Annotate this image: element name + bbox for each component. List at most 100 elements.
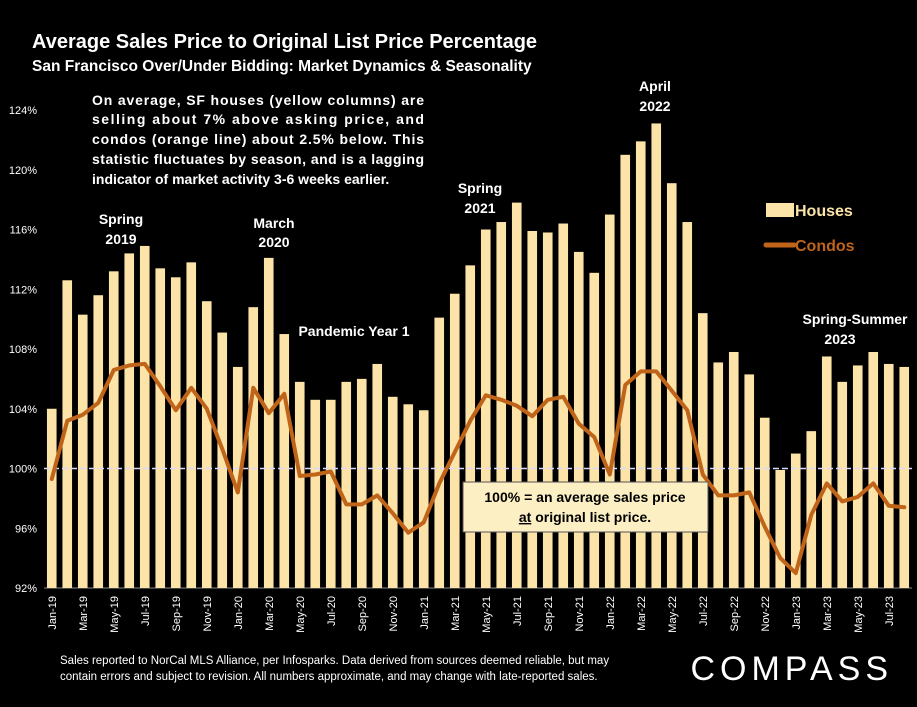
x-tick-label: Mar-23: [822, 596, 834, 631]
x-tick-label: Nov-20: [388, 596, 400, 631]
houses-bar: [759, 417, 770, 588]
houses-bar: [806, 431, 817, 588]
x-tick-label: Nov-21: [574, 596, 586, 631]
annotation-spring-2021: 2021: [464, 200, 495, 216]
houses-bar: [356, 378, 367, 588]
houses-bar: [170, 277, 181, 588]
houses-bar: [480, 229, 491, 588]
houses-bar: [418, 410, 429, 588]
houses-bar: [697, 313, 708, 588]
annotation-april-2022: April: [639, 78, 671, 94]
x-tick-label: Sep-20: [357, 596, 369, 631]
annotation-pandemic-year-1: Pandemic Year 1: [298, 323, 409, 339]
houses-bar: [775, 469, 786, 588]
x-tick-label: Mar-20: [264, 596, 276, 631]
note-line: indicator of market activity 3-6 weeks e…: [92, 171, 389, 187]
annotation-spring-2021: Spring: [458, 180, 502, 196]
annotation-march-2020: 2020: [258, 234, 289, 250]
y-tick-label: 100%: [9, 464, 37, 476]
houses-bar: [108, 271, 119, 588]
houses-bar: [403, 404, 414, 588]
x-tick-label: Sep-19: [171, 596, 183, 631]
houses-bar: [372, 363, 383, 588]
houses-bar: [155, 268, 166, 588]
annotation-spring-summer-2023: 2023: [824, 331, 855, 347]
annotations: Spring 2019 March 2020 Pandemic Year 1 S…: [99, 78, 908, 347]
chart-subtitle: San Francisco Over/Under Bidding: Market…: [32, 58, 532, 75]
houses-bar: [744, 374, 755, 588]
houses-bar: [620, 154, 631, 588]
callout-box: 100% = an average sales price at origina…: [462, 481, 709, 533]
x-tick-label: May-19: [109, 596, 121, 633]
footer-line: Sales reported to NorCal MLS Alliance, p…: [60, 655, 609, 667]
x-tick-label: May-20: [295, 596, 307, 633]
legend-houses-label: Houses: [795, 203, 853, 220]
note-line: selling about 7% above asking price, and: [92, 111, 424, 127]
houses-bar: [232, 366, 243, 588]
houses-bar: [310, 399, 321, 588]
chart-title: Average Sales Price to Original List Pri…: [32, 31, 537, 53]
houses-bar: [883, 363, 894, 588]
legend: Houses Condos: [763, 203, 855, 255]
houses-bar: [651, 123, 662, 588]
houses-bar: [93, 295, 104, 588]
x-tick-label: May-22: [667, 596, 679, 633]
callout-line-2: at original list price.: [519, 509, 651, 525]
houses-bar: [325, 399, 336, 588]
houses-bar: [263, 257, 274, 588]
houses-bar: [449, 293, 460, 588]
y-tick-label: 112%: [10, 284, 38, 296]
annotation-april-2022: 2022: [639, 98, 670, 114]
houses-bar: [496, 222, 507, 588]
houses-bar: [511, 202, 522, 589]
compass-logo: COMPASS: [690, 650, 893, 688]
houses-bar: [341, 381, 352, 588]
x-axis: Jan-19 Mar-19 May-19 Jul-19 Sep-19 Nov-19 Jan-…: [47, 596, 896, 633]
callout-line-1: 100% = an average sales price: [484, 489, 685, 505]
houses-bar: [899, 366, 910, 588]
houses-bar: [821, 356, 832, 588]
x-tick-label: Nov-22: [760, 596, 772, 631]
houses-bar: [434, 317, 445, 588]
note-line: On average, SF houses (yellow columns) a…: [92, 92, 424, 108]
houses-bar: [728, 351, 739, 588]
x-tick-label: Jan-20: [233, 596, 245, 630]
y-tick-label: 116%: [10, 225, 38, 237]
houses-bar: [790, 453, 801, 588]
houses-bar: [279, 334, 290, 588]
houses-bar: [201, 301, 212, 588]
houses-bar: [248, 307, 259, 588]
note-box: On average, SF houses (yellow columns) a…: [92, 92, 424, 187]
y-tick-label: 92%: [15, 583, 37, 595]
x-tick-label: Jan-19: [47, 596, 59, 630]
x-tick-label: Jan-23: [791, 596, 803, 630]
houses-bar: [217, 332, 228, 588]
x-tick-label: May-21: [481, 596, 493, 633]
x-tick-label: Sep-21: [543, 596, 555, 631]
annotation-spring-2019: 2019: [105, 231, 136, 247]
note-line: statistic fluctuates by season, and is a…: [92, 151, 424, 167]
y-tick-label: 124%: [9, 105, 37, 117]
x-tick-label: Mar-22: [636, 596, 648, 631]
houses-bar: [527, 230, 538, 588]
x-tick-label: Jul-20: [326, 596, 338, 626]
y-tick-label: 120%: [9, 165, 37, 177]
houses-bar: [542, 232, 553, 589]
houses-bar: [868, 351, 879, 588]
houses-bar: [124, 253, 135, 588]
y-tick-label: 108%: [9, 344, 37, 356]
houses-bar: [589, 272, 600, 588]
y-tick-label: 96%: [15, 523, 37, 535]
houses-bar: [62, 280, 73, 588]
x-tick-label: Mar-19: [78, 596, 90, 631]
annotation-march-2020: March: [253, 215, 294, 231]
condos-line: [49, 361, 907, 576]
note-line: condos (orange line) about 2.5% below. T…: [92, 131, 424, 147]
houses-bar: [558, 223, 569, 588]
houses-bar: [77, 314, 88, 588]
houses-bar: [852, 365, 863, 588]
x-tick-label: May-23: [853, 596, 865, 633]
x-tick-label: Sep-22: [729, 596, 741, 631]
annotation-spring-2019: Spring: [99, 211, 143, 227]
